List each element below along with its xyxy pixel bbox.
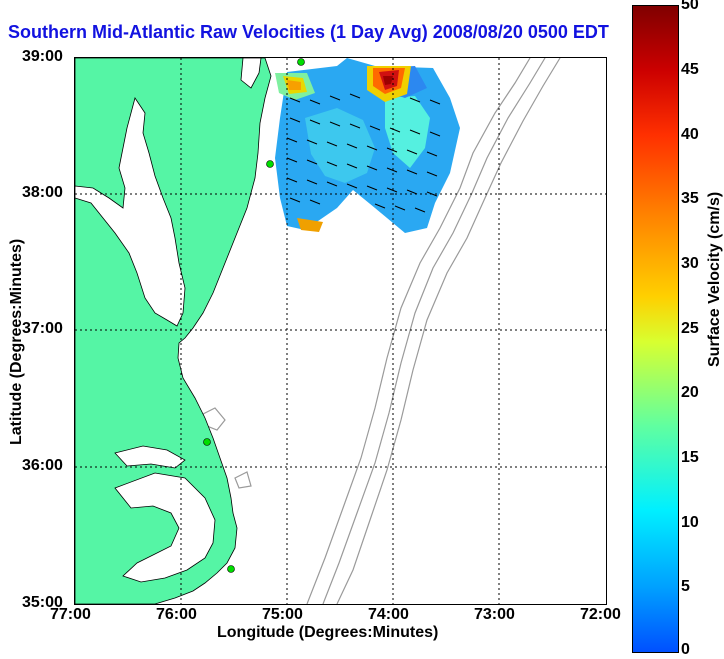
- map-title: Southern Mid-Atlantic Raw Velocities (1 …: [8, 22, 609, 42]
- colorbar-tick: 15: [681, 449, 699, 466]
- y-tick-label: 39:00: [22, 48, 63, 65]
- x-tick-label: 73:00: [474, 606, 515, 623]
- station-marker: [297, 58, 305, 66]
- colorbar-label: Surface Velocity (cm/s): [706, 191, 723, 367]
- x-axis-label: Longitude (Degrees:Minutes): [217, 624, 439, 641]
- x-tick-label: 75:00: [262, 606, 303, 623]
- station-marker: [266, 160, 274, 168]
- station-marker: [227, 565, 235, 573]
- map-plot-area[interactable]: [74, 57, 607, 605]
- map-canvas: [75, 58, 606, 604]
- land-area: [75, 58, 272, 604]
- x-tick-label: 76:00: [156, 606, 197, 623]
- colorbar-tick: 35: [681, 190, 699, 207]
- colorbar-tick: 20: [681, 384, 699, 401]
- radar-stations: [203, 58, 305, 573]
- velocity-field: [275, 58, 460, 233]
- y-tick-label: 35:00: [22, 594, 63, 611]
- x-tick-label: 74:00: [368, 606, 409, 623]
- isobath-contours: [202, 58, 561, 604]
- y-tick-label: 38:00: [22, 184, 63, 201]
- colorbar-tick: 50: [681, 0, 699, 13]
- x-tick-label: 77:00: [50, 606, 91, 623]
- colorbar: [632, 5, 679, 653]
- colorbar-tick: 0: [681, 641, 690, 658]
- x-tick-label: 72:00: [580, 606, 621, 623]
- colorbar-tick: 40: [681, 126, 699, 143]
- colorbar-tick: 30: [681, 255, 699, 272]
- y-tick-label: 36:00: [22, 457, 63, 474]
- y-axis-label: Latitude (Degrees:Minutes): [8, 238, 25, 445]
- colorbar-tick: 45: [681, 61, 699, 78]
- colorbar-tick: 5: [681, 578, 690, 595]
- station-marker: [203, 438, 211, 446]
- colorbar-tick: 10: [681, 514, 699, 531]
- y-tick-label: 37:00: [22, 320, 63, 337]
- colorbar-tick: 25: [681, 320, 699, 337]
- grid-lines: [75, 58, 606, 604]
